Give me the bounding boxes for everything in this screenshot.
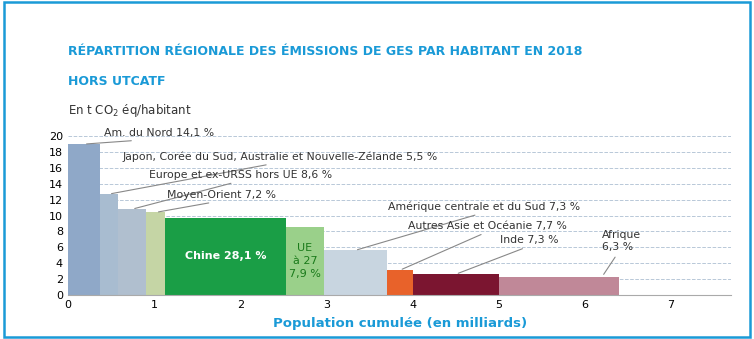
Bar (68, 144, 100, 295)
Bar (498, 277, 619, 295)
Text: Japon, Corée du Sud, Australie et Nouvelle-Zélande 5,5 %: Japon, Corée du Sud, Australie et Nouvel… (112, 151, 437, 194)
Text: Afrique
6,3 %: Afrique 6,3 % (602, 231, 641, 274)
Text: HORS UTCATF: HORS UTCATF (68, 75, 165, 88)
Text: En t CO$_2$ éq/habitant: En t CO$_2$ éq/habitant (68, 102, 192, 119)
Bar (118, 209, 146, 295)
Text: RÉPARTITION RÉGIONALE DES ÉMISSIONS DE GES PAR HABITANT EN 2018: RÉPARTITION RÉGIONALE DES ÉMISSIONS DE G… (68, 45, 582, 58)
Text: Am. du Nord 14,1 %: Am. du Nord 14,1 % (87, 128, 214, 144)
Bar (387, 270, 412, 295)
Bar (286, 227, 323, 295)
Text: Amérique centrale et du Sud 7,3 %: Amérique centrale et du Sud 7,3 % (357, 201, 581, 250)
Bar (323, 251, 387, 295)
Text: Europe et ex-URSS hors UE 8,6 %: Europe et ex-URSS hors UE 8,6 % (135, 170, 332, 208)
Bar (412, 274, 498, 295)
Text: Inde 7,3 %: Inde 7,3 % (458, 235, 559, 273)
Text: Autres Asie et Océanie 7,7 %: Autres Asie et Océanie 7,7 % (402, 221, 567, 269)
Text: UE
à 27
7,9 %: UE à 27 7,9 % (289, 243, 320, 279)
Text: Moyen-Orient 7,2 %: Moyen-Orient 7,2 % (158, 190, 276, 212)
Bar (165, 218, 286, 295)
Text: Chine 28,1 %: Chine 28,1 % (185, 252, 266, 261)
Bar (100, 194, 118, 295)
X-axis label: Population cumulée (en milliards): Population cumulée (en milliards) (272, 317, 527, 331)
Bar (146, 212, 165, 295)
